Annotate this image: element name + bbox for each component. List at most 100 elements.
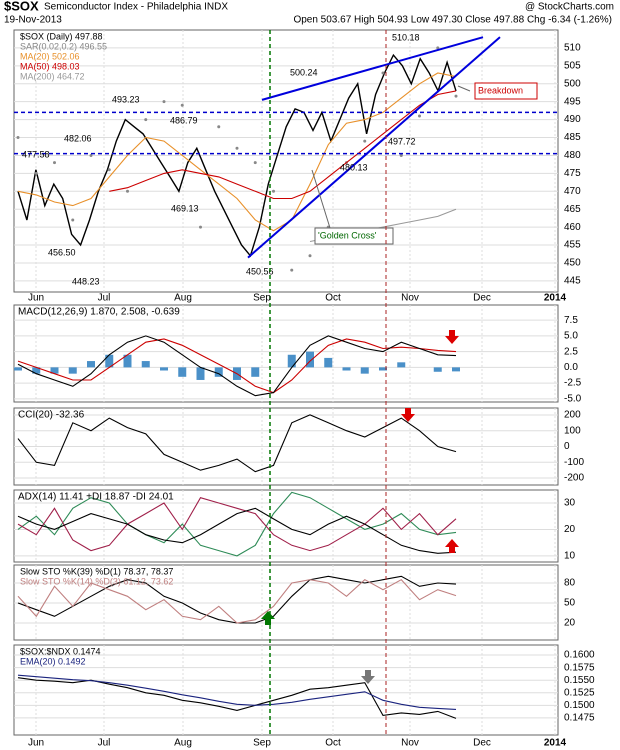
histogram-bar [123,354,132,368]
sar-dot [235,146,239,150]
histogram-bar [452,367,460,372]
pointer [311,169,331,229]
histogram-bar [397,362,406,368]
histogram-bar [32,367,41,374]
sar-dot [89,153,93,157]
series-line [17,72,457,232]
annotation: 'Golden Cross' [318,230,377,240]
series-line [17,53,457,258]
month-label: Sep [253,293,271,304]
y-tick-label: 0.1550 [564,675,595,686]
legend-entry: MA(20) 502.06 [20,51,80,61]
y-tick-label: 200 [564,410,581,421]
sar-dot [436,46,440,50]
annotation: 450.56 [246,266,274,276]
y-tick-label: 0.1600 [564,650,595,661]
annotation: 448.23 [72,276,100,286]
y-tick-label: 7.5 [564,315,578,326]
sar-dot [363,139,367,143]
histogram-bar [379,367,387,371]
sar-dot [418,114,421,118]
annotation: 456.50 [48,247,76,257]
histogram-bar [141,361,150,368]
month-label: Aug [174,738,192,749]
arrow [261,611,275,625]
histogram-bar [160,367,168,371]
y-tick-label: 100 [564,425,581,436]
y-tick-label: 0.0 [564,362,578,373]
y-tick-label: -5.0 [564,393,582,404]
callout-box [474,82,538,100]
annotation: 482.06 [64,133,92,143]
y-tick-label: 0.1475 [564,713,595,724]
trendline [261,36,484,101]
month-label: Nov [401,293,419,304]
arrow [401,408,415,422]
histogram-bar [214,367,223,377]
series-line [17,674,457,710]
y-tick-label: 495 [564,96,581,107]
callout-box [314,227,394,245]
y-tick-label: 0.1575 [564,662,595,673]
month-label: Dec [473,293,491,304]
sar-dot [308,254,312,258]
symbol: $SOX [4,0,39,13]
y-tick-label: 485 [564,132,581,143]
y-tick-label: 2.5 [564,346,578,357]
sar-dot [199,225,202,229]
y-tick-label: 50 [564,598,576,609]
y-tick-label: 30 [564,498,576,509]
y-tick-label: 450 [564,258,581,269]
annotation: 493.23 [112,94,140,104]
sar-dot [162,100,166,104]
sar-dot [399,153,403,157]
histogram-bar [14,367,22,371]
panel-label: ADX(14) 11.41 +DI 18.87 -DI 24.01 [18,492,174,503]
y-tick-label: 20 [564,524,576,535]
histogram-bar [433,367,442,372]
legend-entry: SAR(0.02,0.2) 496.55 [20,41,107,51]
sar-dot [144,118,148,122]
month-label: 2014 [544,293,567,304]
histogram-bar [342,367,351,371]
sar-dot [217,125,221,129]
histogram-bar [287,354,296,368]
legend-entry: MA(200) 464.72 [20,71,85,81]
histogram-bar [87,361,95,368]
y-tick-label: 480 [564,150,581,161]
month-label: Jun [28,738,44,749]
annotation: 510.18 [392,32,420,42]
month-label: Jul [98,738,111,749]
series-line [17,507,457,554]
series-line [109,90,457,200]
sar-dot [180,103,184,107]
annotation: Breakdown [478,85,523,95]
y-tick-label: 445 [564,276,581,287]
sar-dot [454,94,458,98]
month-label: Sep [253,738,271,749]
histogram-bar [178,367,187,377]
legend-entry: Slow STO %K(14) %D(3) 61.12, 73.62 [20,576,173,586]
histogram-bar [360,367,369,374]
month-label: Jul [98,293,111,304]
panel-frame [13,29,559,293]
legend-entry: EMA(20) 0.1492 [20,656,86,666]
legend-entry: $SOX:$NDX 0.1474 [20,646,101,656]
sar-dot [16,136,20,140]
y-tick-label: 10 [564,551,576,562]
title: Semiconductor Index - Philadelphia INDX [44,2,228,13]
y-tick-label: 80 [564,578,576,589]
y-tick-label: 470 [564,186,581,197]
histogram-bar [251,367,260,377]
panel-frame [13,304,559,403]
panel-label: MACD(12,26,9) 1.870, 2.508, -0.639 [18,307,180,318]
y-tick-label: 460 [564,222,581,233]
pointer [457,85,471,92]
series-line [17,491,457,557]
y-tick-label: 20 [564,618,576,629]
annotation: 477.58 [22,149,50,159]
sar-dot [253,161,257,165]
panel-label: CCI(20) -32.36 [18,410,85,421]
month-label: Oct [325,293,341,304]
